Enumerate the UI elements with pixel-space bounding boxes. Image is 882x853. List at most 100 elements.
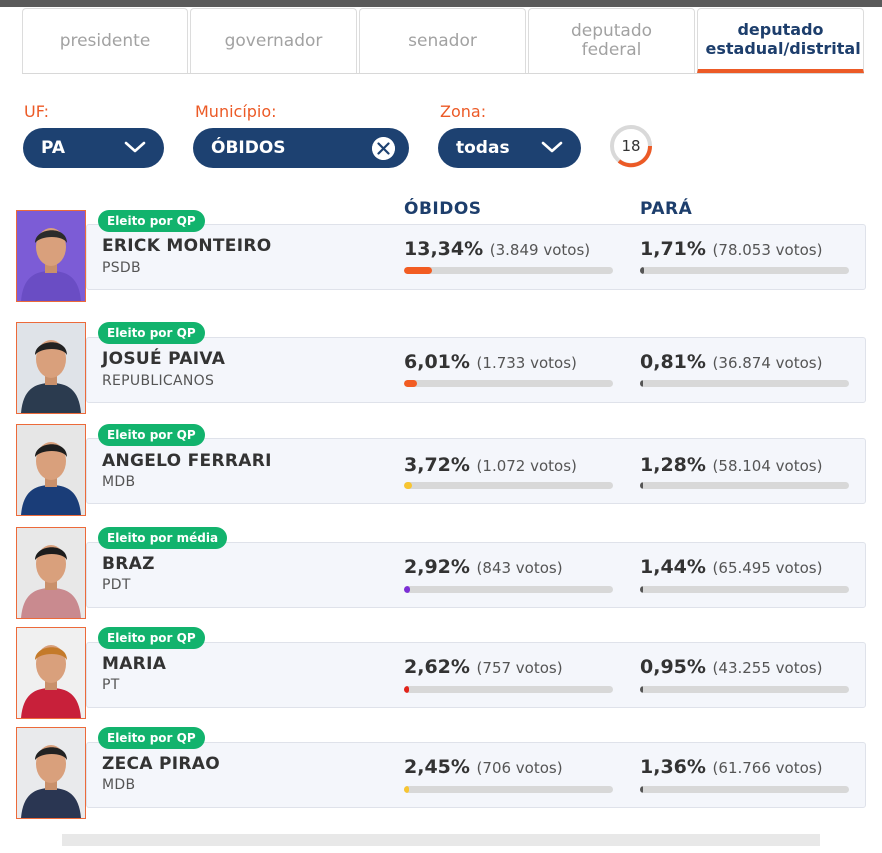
tab-deputado-estadual[interactable]: deputado estadual/distrital	[697, 8, 864, 73]
state-votes: (65.495 votos)	[712, 559, 823, 577]
zona-select[interactable]: todas	[438, 128, 581, 168]
candidate-photo	[16, 727, 86, 819]
local-result: 6,01% (1.733 votos)	[404, 351, 577, 373]
clear-icon[interactable]	[372, 137, 395, 160]
local-percent: 2,92%	[404, 556, 470, 578]
local-progress-bar	[404, 482, 613, 489]
local-votes: (3.849 votos)	[489, 241, 591, 259]
candidate-name: ANGELO FERRARI	[102, 451, 272, 471]
local-votes: (1.733 votos)	[476, 354, 577, 372]
candidate-card	[86, 224, 866, 290]
local-progress-fill	[404, 482, 412, 489]
candidate-photo	[16, 627, 86, 719]
elected-badge: Eleito por QP	[98, 210, 205, 232]
candidate-row[interactable]: Eleito por QP ANGELO FERRARI MDB 3,72% (…	[16, 424, 866, 519]
local-result: 2,92% (843 votos)	[404, 556, 563, 578]
candidate-row[interactable]: Eleito por QP MARIA PT 2,62% (757 votos)…	[16, 627, 866, 722]
state-progress-bar	[640, 482, 849, 489]
local-percent: 2,45%	[404, 756, 470, 778]
local-progress-fill	[404, 686, 410, 693]
elected-badge: Eleito por QP	[98, 424, 205, 446]
local-result: 3,72% (1.072 votos)	[404, 454, 577, 476]
state-result: 1,71% (78.053 votos)	[640, 238, 822, 260]
avatar-icon	[17, 211, 85, 301]
local-result: 2,45% (706 votos)	[404, 756, 563, 778]
state-progress-fill	[640, 380, 643, 387]
state-percent: 1,36%	[640, 756, 706, 778]
uf-value: PA	[41, 138, 66, 158]
avatar-icon	[17, 628, 85, 718]
local-progress-bar	[404, 380, 613, 387]
office-tabs: presidente governador senador deputado f…	[22, 8, 864, 74]
elected-badge: Eleito por média	[98, 527, 228, 549]
local-progress-fill	[404, 586, 411, 593]
top-strip	[0, 0, 882, 7]
column-local: ÓBIDOS	[404, 199, 482, 219]
local-progress-fill	[404, 786, 410, 793]
tab-deputado-federal[interactable]: deputado federal	[528, 8, 695, 73]
state-result: 1,44% (65.495 votos)	[640, 556, 822, 578]
state-progress-fill	[640, 267, 644, 274]
local-percent: 2,62%	[404, 656, 470, 678]
countdown-ring-icon	[610, 125, 653, 168]
local-progress-bar	[404, 267, 613, 274]
state-progress-fill	[640, 686, 643, 693]
municipio-select[interactable]: ÓBIDOS	[193, 128, 409, 168]
candidate-row[interactable]: Eleito por QP JOSUÉ PAIVA REPUBLICANOS 6…	[16, 322, 866, 417]
state-percent: 0,95%	[640, 656, 706, 678]
uf-select[interactable]: PA	[23, 128, 164, 168]
municipio-value: ÓBIDOS	[211, 138, 286, 158]
local-votes: (1.072 votos)	[476, 457, 577, 475]
tab-label: deputado federal	[570, 21, 653, 60]
candidate-party: MDB	[102, 474, 136, 490]
state-progress-bar	[640, 380, 849, 387]
scroll-track[interactable]	[62, 834, 820, 846]
candidate-party: MDB	[102, 777, 136, 793]
local-progress-bar	[404, 786, 613, 793]
state-progress-bar	[640, 686, 849, 693]
local-result: 13,34% (3.849 votos)	[404, 238, 590, 260]
state-progress-fill	[640, 786, 643, 793]
tab-senador[interactable]: senador	[359, 8, 526, 73]
elected-badge: Eleito por QP	[98, 627, 205, 649]
chevron-down-icon	[541, 141, 563, 153]
candidate-row[interactable]: Eleito por QP ERICK MONTEIRO PSDB 13,34%…	[16, 210, 866, 305]
candidate-party: PSDB	[102, 260, 141, 276]
local-percent: 6,01%	[404, 351, 470, 373]
state-votes: (58.104 votos)	[712, 457, 823, 475]
elected-badge: Eleito por QP	[98, 727, 205, 749]
local-votes: (706 votos)	[476, 759, 563, 777]
zona-value: todas	[456, 138, 510, 158]
column-state: PARÁ	[640, 199, 693, 219]
local-progress-bar	[404, 586, 613, 593]
candidate-photo	[16, 424, 86, 516]
state-result: 0,95% (43.255 votos)	[640, 656, 822, 678]
candidate-photo	[16, 210, 86, 302]
candidate-name: BRAZ	[102, 554, 155, 574]
tab-governador[interactable]: governador	[190, 8, 357, 73]
candidate-row[interactable]: Eleito por média BRAZ PDT 2,92% (843 vot…	[16, 527, 866, 622]
state-votes: (61.766 votos)	[712, 759, 823, 777]
state-percent: 1,71%	[640, 238, 706, 260]
avatar-icon	[17, 528, 85, 618]
avatar-icon	[17, 323, 85, 413]
candidate-party: REPUBLICANOS	[102, 373, 215, 389]
candidate-name: MARIA	[102, 654, 167, 674]
state-percent: 1,28%	[640, 454, 706, 476]
update-countdown: 18	[609, 124, 653, 168]
uf-label: UF:	[24, 102, 50, 121]
local-votes: (843 votos)	[476, 559, 563, 577]
candidate-row[interactable]: Eleito por QP ZECA PIRAO MDB 2,45% (706 …	[16, 727, 866, 822]
state-progress-fill	[640, 586, 643, 593]
tab-presidente[interactable]: presidente	[22, 8, 188, 73]
zona-label: Zona:	[440, 102, 487, 121]
candidate-name: JOSUÉ PAIVA	[102, 349, 226, 369]
candidate-card	[86, 337, 866, 403]
tab-label: deputado estadual/distrital	[705, 20, 861, 58]
local-progress-fill	[404, 267, 432, 274]
candidate-card	[86, 542, 866, 608]
candidate-name: ERICK MONTEIRO	[102, 236, 272, 256]
candidate-card	[86, 438, 866, 504]
state-votes: (43.255 votos)	[712, 659, 823, 677]
state-progress-bar	[640, 586, 849, 593]
